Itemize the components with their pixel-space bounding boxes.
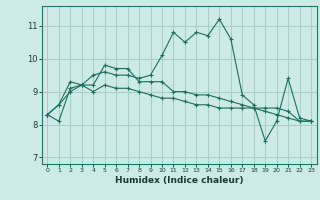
X-axis label: Humidex (Indice chaleur): Humidex (Indice chaleur): [115, 176, 244, 185]
